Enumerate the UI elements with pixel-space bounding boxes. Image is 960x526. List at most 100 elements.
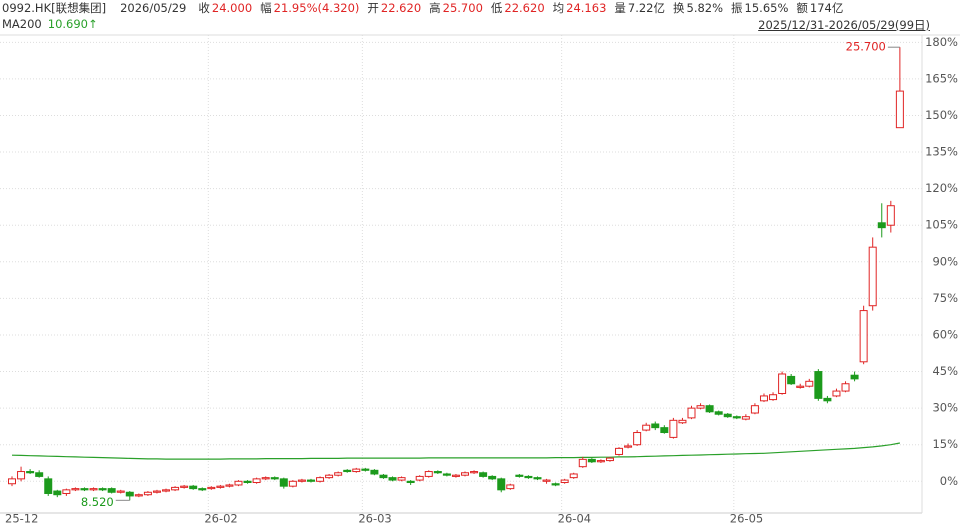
candle-body bbox=[125, 491, 134, 497]
x-tick-label: 26-02 bbox=[204, 512, 237, 526]
y-tick-label: 105% bbox=[925, 218, 958, 232]
candle bbox=[741, 414, 750, 421]
candle-body bbox=[841, 383, 850, 392]
candle-body bbox=[859, 310, 868, 363]
candle bbox=[506, 483, 515, 490]
date: 2026/05/29 bbox=[120, 1, 187, 15]
header-field: 振 15.65% bbox=[731, 0, 788, 17]
candle-body bbox=[252, 478, 261, 484]
candle bbox=[306, 478, 315, 483]
candle-body bbox=[651, 423, 660, 429]
candle bbox=[53, 489, 62, 498]
candle bbox=[814, 369, 823, 401]
candle bbox=[723, 413, 732, 418]
candle bbox=[750, 403, 759, 415]
candle bbox=[316, 476, 325, 483]
candle bbox=[769, 392, 778, 401]
candle-body bbox=[388, 477, 397, 481]
candle bbox=[424, 470, 433, 478]
candle-body bbox=[488, 475, 497, 480]
candle bbox=[134, 493, 143, 498]
candle bbox=[895, 47, 904, 129]
header-field: 幅 21.95%(4.320) bbox=[260, 0, 359, 17]
field-value: 22.620 bbox=[504, 1, 545, 15]
candle bbox=[325, 473, 334, 479]
candle-body bbox=[261, 477, 270, 480]
candle-body bbox=[542, 479, 551, 482]
candle bbox=[71, 487, 80, 492]
candle bbox=[515, 473, 524, 478]
candle bbox=[615, 447, 624, 456]
candle bbox=[461, 471, 469, 477]
candle-body bbox=[732, 416, 741, 419]
candle-body bbox=[243, 480, 252, 484]
candle bbox=[270, 476, 279, 481]
y-tick-label: 135% bbox=[925, 145, 958, 159]
header-field: 开 22.620 bbox=[367, 0, 421, 17]
candle bbox=[596, 459, 605, 464]
candle bbox=[696, 403, 705, 410]
x-tick-label: 26-04 bbox=[558, 512, 591, 526]
candle bbox=[343, 469, 352, 473]
candle bbox=[823, 395, 832, 404]
candle bbox=[732, 415, 741, 420]
candle-body bbox=[750, 405, 759, 414]
candle bbox=[207, 486, 216, 490]
header-field: 均 24.163 bbox=[553, 0, 607, 17]
candle-body bbox=[35, 472, 44, 477]
candle bbox=[107, 487, 116, 494]
candle bbox=[433, 470, 442, 474]
candle bbox=[352, 467, 361, 473]
candle-body bbox=[805, 380, 814, 387]
candle-body bbox=[152, 490, 161, 493]
candle bbox=[868, 237, 877, 311]
candle bbox=[542, 478, 551, 484]
candle bbox=[261, 476, 270, 481]
candle-body bbox=[470, 471, 479, 474]
candle-body bbox=[442, 473, 451, 476]
candle-body bbox=[343, 469, 352, 473]
candle bbox=[678, 417, 687, 424]
field-label: 量 bbox=[614, 1, 626, 15]
candle bbox=[660, 425, 669, 434]
candle-body bbox=[116, 490, 125, 493]
candle-body bbox=[71, 488, 80, 491]
low-annotation: 8.520 bbox=[81, 495, 114, 509]
candle bbox=[361, 467, 370, 472]
candle bbox=[651, 421, 660, 431]
candle bbox=[379, 473, 388, 479]
candle-body bbox=[587, 458, 596, 463]
header-field: 高 25.700 bbox=[429, 0, 483, 17]
candle bbox=[714, 410, 723, 416]
candle bbox=[279, 477, 288, 489]
candle-body bbox=[497, 478, 506, 491]
candle bbox=[687, 405, 696, 420]
candle-body bbox=[352, 468, 361, 473]
candle bbox=[388, 476, 397, 482]
field-value: 21.95%(4.320) bbox=[273, 1, 360, 15]
candle-body bbox=[660, 427, 669, 434]
header-field: 收 24.000 bbox=[198, 0, 252, 17]
field-value: 22.620 bbox=[380, 1, 422, 15]
candle-body bbox=[696, 405, 705, 409]
y-tick-label: 0% bbox=[940, 474, 958, 488]
header-field: 量 7.22亿 bbox=[614, 0, 665, 17]
candle-body bbox=[796, 385, 805, 388]
candle-body bbox=[678, 419, 687, 424]
field-value: 174亿 bbox=[809, 1, 844, 15]
field-label: 开 bbox=[367, 1, 379, 15]
candle bbox=[225, 483, 234, 488]
candle bbox=[442, 472, 451, 477]
candle bbox=[497, 477, 506, 493]
candle bbox=[89, 487, 98, 492]
candle bbox=[624, 443, 633, 449]
candle-body bbox=[207, 486, 216, 490]
candle-body bbox=[334, 472, 343, 476]
candle-body bbox=[633, 432, 642, 446]
candle bbox=[216, 484, 225, 489]
candle-body bbox=[107, 488, 116, 493]
y-tick-label: 150% bbox=[925, 108, 958, 122]
candle-body bbox=[723, 413, 732, 418]
candle bbox=[44, 476, 53, 496]
